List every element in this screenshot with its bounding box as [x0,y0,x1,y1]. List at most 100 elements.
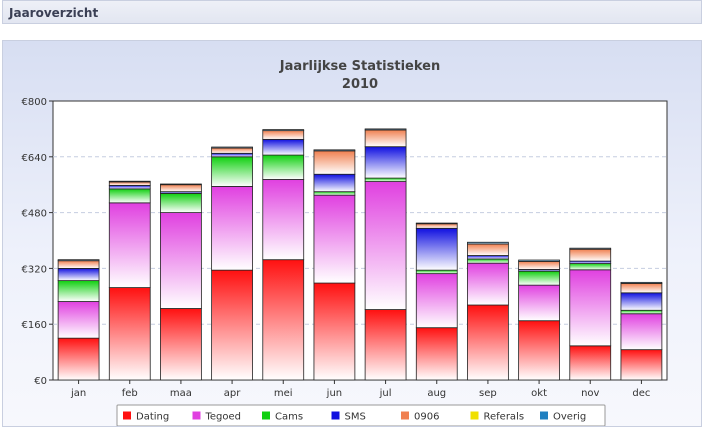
bar-segment-cams-jun [313,191,356,196]
bar-segment-tegoed-maa [160,212,202,309]
bar-segment-0906-jul [364,129,407,148]
legend-label: Overig [553,412,586,423]
bar-segment-tegoed-okt [518,284,560,322]
bar-segment-cams-mei [262,154,305,180]
bar-segment-0906-sep [467,243,509,256]
bar-segment-0906-okt [518,261,560,270]
bar-segment-cams-okt [518,270,560,286]
bar-segment-sms-dec [620,292,663,311]
bar-segment-0906-nov [569,248,612,262]
bar-segment-dating-apr [211,269,253,381]
legend-label: Dating [136,412,169,423]
bar-segment-dating-okt [518,320,560,381]
legend-label: Cams [275,412,303,423]
legend-swatch [331,411,340,420]
bar-segment-cams-jan [57,280,100,302]
section-header: Jaaroverzicht [2,0,702,24]
legend-swatch [470,411,479,420]
bar-segment-cams-aug [415,269,458,275]
y-tick-label: €0 [34,376,47,387]
bar-segment-overig-feb [108,180,151,183]
y-tick-label: €320 [22,264,47,275]
bar-segment-dating-maa [160,308,202,381]
bar-segment-cams-dec [620,309,663,315]
bar-segment-dating-mei [262,259,305,381]
legend-label: Tegoed [205,412,242,423]
bar-segment-dating-aug [415,327,458,381]
bar-segment-overig-dec [620,281,663,284]
bar-segment-dating-jan [57,337,100,381]
x-tick-label: sep [479,388,497,399]
legend-swatch [262,411,270,420]
legend-label: 0906 [414,412,439,423]
chart-svg: Jaarlijkse Statistieken 2010 €0€160€320€… [22,59,668,427]
x-tick-label: jun [326,388,342,399]
y-tick-label: €640 [22,153,47,164]
bar-segment-cams-maa [160,193,202,213]
bar-segment-dating-dec [620,349,663,381]
bar-segment-sms-feb [108,184,151,190]
y-tick-label: €160 [22,320,47,331]
legend-swatch [123,411,131,420]
bar-segment-0906-aug [415,223,458,229]
x-tick-label: jul [379,388,392,399]
x-tick-label: mei [274,388,293,399]
y-tick-label: €480 [22,209,47,220]
bar-segment-tegoed-feb [108,202,151,288]
bar-segment-tegoed-dec [620,313,663,351]
legend-label: SMS [345,412,366,423]
x-tick-label: nov [581,388,599,399]
bar-segment-overig-jan [57,259,100,262]
bar-segment-tegoed-sep [467,262,509,306]
bar-segment-tegoed-nov [569,269,612,347]
bars [57,128,663,381]
bar-segment-overig-nov [569,247,612,250]
bar-segment-tegoed-jul [364,181,407,310]
x-tick-label: aug [427,388,446,399]
x-tick-label: maa [170,388,192,399]
bar-segment-0906-maa [160,184,202,193]
bar-segment-sms-jan [57,267,100,282]
x-tick-label: apr [224,388,241,399]
bar-segment-tegoed-apr [211,186,253,271]
bar-segment-overig-apr [211,146,253,149]
bar-segment-sms-apr [211,152,253,158]
bar-segment-sms-jul [364,146,407,179]
bar-segment-overig-sep [467,241,509,245]
bar-segment-dating-feb [108,287,151,381]
legend-swatch [192,411,201,420]
bar-segment-cams-sep [467,258,509,264]
bar-segment-sms-mei [262,138,305,156]
bar-segment-dating-jun [313,282,356,381]
bar-segment-0906-jan [57,260,100,269]
y-tick-label: €800 [22,97,47,108]
legend-label: Referals [484,412,525,423]
bar-segment-cams-nov [569,263,612,271]
bar-segment-tegoed-jun [313,194,356,284]
bar-segment-cams-apr [211,156,253,187]
y-axis: €0 €160 €320 €480 €640 €800 [22,97,53,387]
bar-segment-dating-jul [364,309,407,381]
x-axis: jan feb maa apr mei jun jul aug sep okt nov dec [70,380,650,399]
bar-segment-cams-feb [108,188,151,204]
bar-segment-0906-apr [211,147,253,154]
bar-segment-sms-jun [313,173,356,193]
chart-title: Jaarlijkse Statistieken [279,59,441,74]
bar-segment-overig-jun [313,149,356,152]
x-tick-label: jan [70,388,86,399]
bar-segment-sms-sep [467,255,509,260]
legend: Dating Tegoed Cams SMS 0906 Referals Overig [116,404,606,427]
grid-lines [53,156,667,325]
bar-segment-dating-nov [569,345,612,381]
bar-segment-tegoed-jan [57,301,100,339]
chart-subtitle: 2010 [342,77,378,92]
chart-panel: Jaarlijkse Statistieken 2010 €0 €160 €320 €… [2,40,702,427]
bar-segment-overig-mei [262,129,305,132]
plot-area [52,100,668,381]
bar-segment-0906-dec [620,282,663,294]
bar-segment-tegoed-mei [262,179,305,261]
x-tick-label: dec [632,388,650,399]
legend-swatch [401,411,409,420]
section-title: Jaaroverzicht [9,6,99,20]
bar-segment-overig-maa [160,183,202,186]
